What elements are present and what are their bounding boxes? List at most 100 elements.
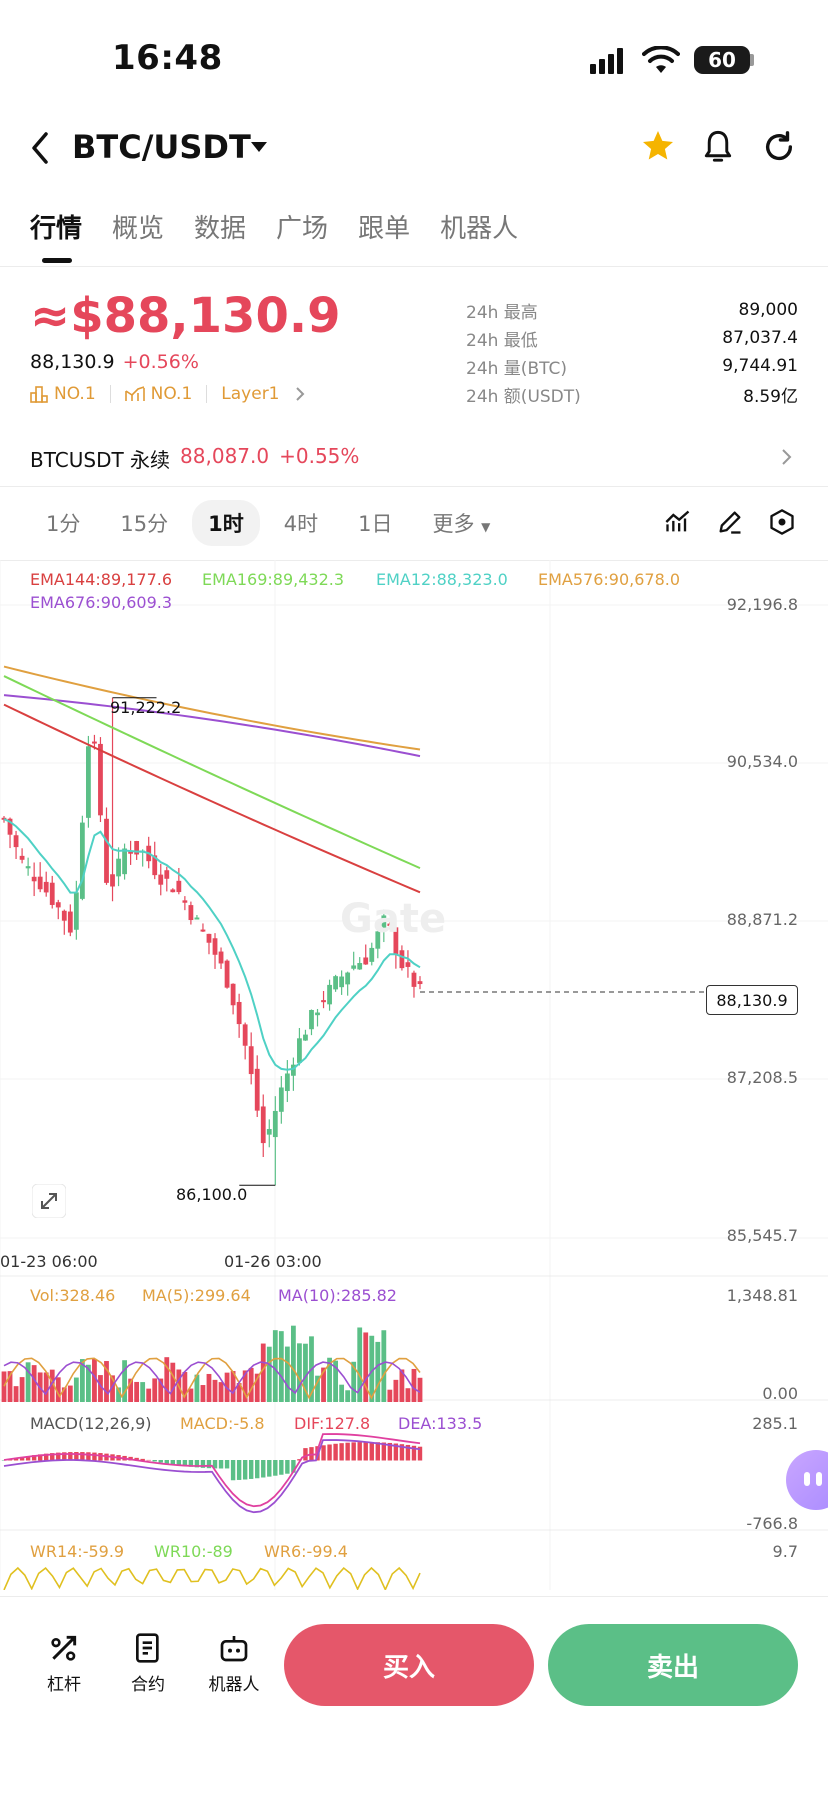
price-axis-label: 87,208.5 xyxy=(726,1068,798,1087)
divider xyxy=(0,486,828,487)
chevron-right-icon[interactable] xyxy=(780,446,794,468)
interval-15m[interactable]: 15分 xyxy=(120,512,169,536)
badge-rank-trend[interactable]: NO.1 xyxy=(124,384,192,404)
stat-label: 24h 最低 xyxy=(466,330,538,351)
candle-body xyxy=(73,892,79,930)
candle-body xyxy=(254,1068,260,1111)
price-change: +0.56% xyxy=(122,351,199,373)
macd-histogram-bar xyxy=(74,1452,79,1461)
buy-button[interactable]: 买入 xyxy=(284,1624,534,1706)
macd-histogram-bar xyxy=(37,1454,43,1461)
tab-market[interactable]: 行情 xyxy=(30,214,83,244)
perp-price: 88,087.0 xyxy=(180,444,270,468)
ema576-line xyxy=(3,665,421,751)
sell-button[interactable]: 卖出 xyxy=(548,1624,798,1706)
volume-bar xyxy=(363,1332,369,1402)
nav-leverage[interactable]: 杠杆 xyxy=(24,1632,104,1695)
bell-icon[interactable] xyxy=(700,128,736,166)
candle-body xyxy=(327,984,332,1005)
candle-body xyxy=(381,915,387,928)
low-marker-label: 86,100.0 xyxy=(176,1185,248,1204)
volume-bar xyxy=(7,1371,13,1402)
macd-histogram-bar xyxy=(170,1460,176,1465)
macd-histogram-bar xyxy=(417,1446,423,1461)
draw-pen-icon[interactable] xyxy=(716,508,744,536)
floating-assistant-button[interactable] xyxy=(786,1450,828,1510)
badge-rank-market-cap[interactable]: NO.1 xyxy=(30,384,96,404)
badge-layer1[interactable]: Layer1 xyxy=(221,384,280,404)
fullscreen-icon[interactable] xyxy=(32,1184,66,1218)
volume-bar xyxy=(92,1358,97,1402)
macd-histogram-bar xyxy=(303,1448,308,1461)
volume-ma10-line xyxy=(3,1361,421,1396)
candle-body xyxy=(387,923,393,926)
volume-bar xyxy=(284,1346,290,1402)
kline-chart[interactable] xyxy=(0,560,828,1590)
volume-bar xyxy=(49,1369,55,1402)
macd-histogram-bar xyxy=(351,1442,356,1461)
interval-more[interactable]: 更多 ▼ xyxy=(416,500,506,546)
macd-histogram-bar xyxy=(273,1460,278,1476)
volume-bar xyxy=(116,1387,121,1402)
volume-ma10-label: MA(10):285.82 xyxy=(278,1286,397,1305)
candle-body xyxy=(375,931,381,949)
stat-value: 9,744.91 xyxy=(722,356,798,376)
volume-bar xyxy=(242,1370,248,1402)
candle-body xyxy=(266,1129,272,1135)
settings-hexagon-icon[interactable] xyxy=(768,508,796,536)
candle-body xyxy=(284,1073,290,1092)
tab-bot[interactable]: 机器人 xyxy=(440,214,519,244)
candle-body xyxy=(25,866,31,869)
volume-bar xyxy=(387,1389,393,1402)
macd-histogram-bar xyxy=(387,1442,393,1461)
macd-histogram-bar xyxy=(339,1443,344,1461)
tab-square[interactable]: 广场 xyxy=(276,214,329,244)
perp-change: +0.55% xyxy=(279,444,360,468)
pair-title[interactable]: BTC/USDT xyxy=(72,128,251,166)
perpetual-row[interactable]: BTCUSDT 永续 88,087.0 +0.55% xyxy=(30,444,359,473)
candle-body xyxy=(357,963,363,970)
interval-1m[interactable]: 1分 xyxy=(46,512,81,536)
indicator-icon[interactable] xyxy=(664,508,692,536)
caret-down-icon[interactable] xyxy=(250,140,268,154)
macd-dea-line xyxy=(3,1439,421,1514)
chevron-right-icon[interactable] xyxy=(294,385,306,403)
macd-histogram-bar xyxy=(321,1445,326,1461)
volume-axis-min: 0.00 xyxy=(762,1384,798,1403)
macd-histogram-bar xyxy=(363,1442,368,1461)
ema12-line xyxy=(3,818,421,1071)
status-time: 16:48 xyxy=(112,38,223,78)
interval-1d[interactable]: 1日 xyxy=(358,512,393,536)
candle-body xyxy=(19,855,25,860)
candle-body xyxy=(218,951,224,964)
candle-body xyxy=(206,933,212,943)
price-axis-label: 88,871.2 xyxy=(726,910,798,929)
volume-bar xyxy=(110,1375,115,1402)
tab-data[interactable]: 数据 xyxy=(194,214,247,244)
nav-bot[interactable]: 机器人 xyxy=(194,1632,274,1695)
macd-histogram-bar xyxy=(333,1443,338,1461)
badge-separator xyxy=(206,385,208,403)
watermark-logo: Gate xyxy=(340,896,447,942)
volume-bar xyxy=(104,1361,109,1402)
volume-bar xyxy=(405,1388,411,1402)
macd-histogram-bar xyxy=(44,1453,49,1461)
interval-4h[interactable]: 4时 xyxy=(283,512,319,536)
nav-contract[interactable]: 合约 xyxy=(108,1632,188,1695)
macd-histogram-bar xyxy=(182,1460,188,1467)
refresh-icon[interactable] xyxy=(762,130,796,164)
volume-bar xyxy=(1,1371,7,1402)
leverage-icon xyxy=(51,1635,77,1661)
macd-histogram-bar xyxy=(230,1460,236,1481)
star-icon[interactable] xyxy=(640,128,676,164)
candle-body xyxy=(128,851,134,854)
tab-copy-trade[interactable]: 跟单 xyxy=(358,214,411,244)
battery-tip xyxy=(750,54,754,66)
divider xyxy=(0,266,828,267)
candle-body xyxy=(37,876,43,890)
price-sub: 88,130.9 +0.56% xyxy=(30,351,199,373)
macd-histogram-bar xyxy=(68,1452,73,1461)
tab-overview[interactable]: 概览 xyxy=(112,214,165,244)
interval-1h[interactable]: 1时 xyxy=(192,500,260,546)
back-arrow-icon[interactable] xyxy=(28,130,52,166)
